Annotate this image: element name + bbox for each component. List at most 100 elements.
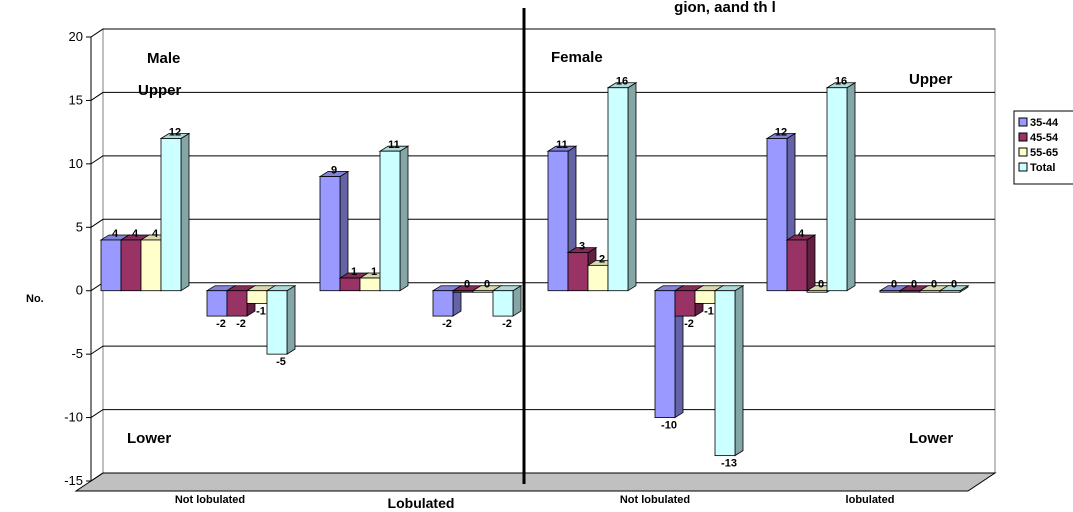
data-label: 4 bbox=[112, 228, 119, 240]
bar bbox=[265, 284, 297, 355]
data-label: -10 bbox=[661, 420, 677, 432]
plot-walls bbox=[74, 28, 997, 492]
annotation-label: Lower bbox=[909, 430, 953, 447]
bar-front bbox=[567, 252, 589, 292]
data-label: 0 bbox=[931, 279, 937, 291]
data-label: -1 bbox=[704, 305, 714, 317]
data-label: 0 bbox=[891, 279, 897, 291]
annotation-label: Upper bbox=[909, 71, 953, 88]
bar-front bbox=[939, 290, 961, 293]
y-axis-label: No. bbox=[26, 293, 44, 305]
bar-front bbox=[266, 290, 288, 355]
gridline bbox=[90, 409, 995, 418]
bar-front bbox=[160, 138, 182, 292]
bar-front bbox=[472, 290, 494, 293]
x-group-label: Not lobulated bbox=[175, 494, 245, 506]
y-tick-label: 10 bbox=[69, 156, 83, 171]
data-label: -2 bbox=[236, 318, 246, 330]
data-label: 0 bbox=[911, 279, 917, 291]
bar-front bbox=[806, 290, 828, 293]
chart-title-fragment: gion, aand th l bbox=[674, 0, 776, 16]
bar-front bbox=[339, 277, 361, 292]
bar-front bbox=[140, 239, 162, 292]
bar bbox=[785, 234, 817, 292]
bar bbox=[713, 284, 745, 457]
y-tick-label: 20 bbox=[69, 29, 83, 44]
bar-side bbox=[806, 234, 816, 292]
data-label: 11 bbox=[388, 139, 400, 151]
data-label: 4 bbox=[132, 228, 139, 240]
legend-label: Total bbox=[1030, 162, 1055, 174]
gridline bbox=[90, 345, 995, 355]
bar-front bbox=[120, 239, 142, 292]
bar-front bbox=[587, 264, 609, 292]
annotation-label: Male bbox=[147, 50, 180, 67]
data-label: 3 bbox=[579, 241, 585, 253]
bar-front bbox=[607, 87, 629, 292]
bar-side bbox=[339, 170, 349, 292]
data-label: 12 bbox=[169, 126, 181, 138]
bar-side bbox=[180, 132, 190, 292]
bar-front bbox=[786, 239, 808, 292]
bar-front bbox=[492, 290, 514, 317]
bar bbox=[825, 82, 857, 292]
bar bbox=[938, 284, 970, 293]
bar-front bbox=[246, 290, 268, 304]
bar bbox=[491, 284, 523, 317]
bar-front bbox=[654, 290, 676, 418]
gridline bbox=[90, 472, 995, 482]
data-label: -2 bbox=[684, 318, 694, 330]
y-tick-label: -10 bbox=[64, 410, 83, 425]
annotation-label: Female bbox=[551, 49, 603, 66]
data-label: 4 bbox=[152, 228, 159, 240]
bar-front bbox=[100, 239, 122, 292]
bar-front bbox=[452, 290, 474, 293]
x-group-label: Lobulated bbox=[388, 495, 455, 511]
bar bbox=[378, 145, 410, 292]
legend-swatch bbox=[1018, 132, 1028, 142]
bar-side bbox=[286, 284, 296, 355]
data-label: -2 bbox=[442, 318, 452, 330]
bar-front bbox=[674, 290, 696, 317]
bar-front bbox=[319, 176, 341, 292]
bar-front bbox=[766, 138, 788, 292]
x-group-label: Not lobulated bbox=[620, 494, 690, 506]
data-label: 1 bbox=[371, 266, 377, 278]
floor bbox=[74, 472, 997, 492]
data-label: 16 bbox=[616, 76, 628, 88]
bar-front bbox=[226, 290, 248, 317]
data-label: -2 bbox=[216, 318, 226, 330]
bar-front bbox=[826, 87, 848, 292]
data-label: -1 bbox=[256, 305, 266, 317]
bar-front bbox=[694, 290, 716, 304]
bar bbox=[431, 284, 463, 317]
data-label: 4 bbox=[798, 228, 805, 240]
bar bbox=[159, 132, 191, 292]
bars bbox=[99, 82, 970, 457]
bar-front bbox=[899, 290, 921, 293]
legend-label: 35-44 bbox=[1030, 117, 1059, 129]
data-label: 12 bbox=[775, 126, 787, 138]
legend-swatch bbox=[1018, 117, 1028, 127]
data-label: 16 bbox=[835, 76, 847, 88]
legend-label: 55-65 bbox=[1030, 147, 1058, 159]
gridline bbox=[90, 155, 995, 165]
bar bbox=[318, 170, 350, 292]
bar-side bbox=[627, 82, 637, 292]
x-group-label: lobulated bbox=[846, 494, 895, 506]
y-tick-label: -5 bbox=[71, 346, 83, 361]
data-label: -13 bbox=[721, 458, 737, 470]
legend-swatch bbox=[1018, 147, 1028, 157]
data-label: 1 bbox=[351, 266, 357, 278]
bar-side bbox=[399, 145, 409, 292]
bar-side bbox=[734, 284, 744, 457]
gridline bbox=[90, 28, 995, 38]
gridlines bbox=[90, 28, 995, 482]
y-tick-label: 5 bbox=[76, 219, 83, 234]
bar bbox=[765, 132, 797, 292]
x-axis-labels: Not lobulated Lobulated Not lobulated lobul… bbox=[175, 494, 895, 511]
data-label: -5 bbox=[276, 356, 286, 368]
data-label: 0 bbox=[484, 279, 490, 291]
data-label: -2 bbox=[502, 318, 512, 330]
